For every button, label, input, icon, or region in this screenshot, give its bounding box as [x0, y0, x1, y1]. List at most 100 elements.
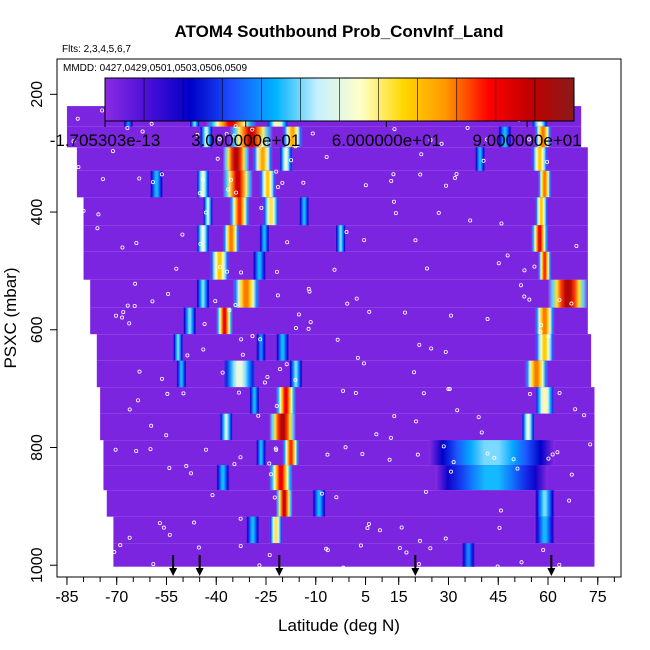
sample-marker: [274, 169, 279, 174]
sample-marker: [150, 299, 155, 304]
sample-marker: [569, 301, 574, 306]
heatmap-row-base: [96, 334, 592, 361]
sample-marker: [468, 218, 473, 223]
sample-marker: [391, 172, 396, 177]
sample-marker: [307, 289, 312, 294]
x-tick-label: 60: [539, 589, 557, 606]
sample-marker: [125, 125, 130, 130]
heatmap-band: [246, 516, 260, 544]
heatmap-row-base: [96, 360, 592, 388]
sample-marker: [280, 180, 285, 185]
sample-marker: [267, 461, 272, 466]
heatmap-band: [183, 307, 197, 335]
x-tick-label: -40: [205, 589, 228, 606]
sample-marker: [443, 536, 448, 541]
sample-marker: [195, 132, 200, 137]
sample-marker: [232, 133, 237, 138]
sample-marker: [354, 296, 359, 301]
sample-marker: [417, 538, 422, 543]
sample-marker: [198, 242, 203, 247]
sample-marker: [232, 462, 237, 467]
colorbar-tick-label: 6.000000e+01: [332, 131, 441, 150]
heatmap-band: [534, 197, 549, 226]
sample-marker: [344, 230, 349, 235]
heatmap-band: [149, 170, 164, 198]
heatmap-band: [534, 307, 555, 335]
y-tick-label: 800: [29, 434, 46, 461]
sample-marker: [423, 489, 428, 494]
sample-marker: [220, 370, 225, 375]
sample-marker: [76, 165, 81, 170]
sample-marker: [419, 152, 424, 157]
heatmap-band: [222, 360, 257, 388]
sample-marker: [532, 264, 537, 269]
heatmap-band: [262, 197, 280, 226]
heatmap-band: [534, 334, 555, 361]
heatmap-rows: [66, 93, 595, 567]
sample-marker: [81, 208, 86, 213]
heatmap-band: [229, 197, 250, 226]
sample-marker: [366, 521, 371, 526]
sample-marker: [404, 550, 409, 555]
sample-marker: [238, 516, 243, 521]
y-tick-label: 1000: [29, 547, 46, 583]
sample-marker: [497, 525, 502, 530]
sample-marker: [515, 466, 520, 471]
chart-title: ATOM4 Southbound Prob_ConvInf_Land: [175, 22, 504, 41]
sample-marker: [511, 457, 516, 462]
sample-marker: [284, 362, 289, 367]
sample-marker: [310, 131, 315, 136]
sample-marker: [527, 297, 532, 302]
sample-marker: [455, 408, 460, 413]
sample-marker: [479, 430, 484, 435]
sample-marker: [238, 455, 243, 460]
sample-marker: [265, 374, 270, 379]
sample-marker: [428, 546, 433, 551]
sample-marker: [569, 472, 574, 477]
sample-marker: [125, 303, 130, 308]
sample-marker: [213, 299, 218, 304]
colorbar-border: [104, 77, 575, 122]
sample-marker: [272, 495, 277, 500]
sample-marker: [165, 391, 170, 396]
flights-note: Flts: 2,3,4,5,6,7: [62, 44, 131, 55]
sample-marker: [149, 121, 154, 126]
sample-marker: [393, 211, 398, 216]
heatmap-band: [229, 126, 273, 148]
sample-marker: [285, 240, 290, 245]
sample-marker: [196, 545, 201, 550]
sample-marker: [293, 144, 298, 149]
sample-marker: [557, 297, 562, 302]
sample-marker: [233, 303, 238, 308]
sample-marker: [75, 116, 80, 121]
sample-marker: [167, 532, 172, 537]
sample-marker: [306, 326, 311, 331]
sample-marker: [567, 498, 572, 503]
sample-marker: [200, 177, 205, 182]
colorbar-tick-label: 9.000000e+01: [472, 131, 581, 150]
y-tick-label: 400: [29, 199, 46, 226]
sample-marker: [341, 388, 346, 393]
heatmap-row-base: [83, 251, 588, 280]
latitude-arrow-head: [195, 568, 204, 576]
sample-marker: [148, 447, 153, 452]
sample-marker: [485, 451, 490, 456]
heatmap-band: [289, 360, 303, 388]
heatmap-row-base: [83, 197, 588, 226]
latitude-arrow-head: [275, 568, 284, 576]
sample-marker: [96, 212, 101, 217]
sample-marker: [574, 243, 579, 248]
sample-marker: [451, 460, 456, 465]
heatmap-band: [435, 465, 549, 491]
sample-marker: [275, 184, 280, 189]
x-tick-label: 5: [361, 589, 370, 606]
sample-marker: [325, 452, 330, 457]
sample-marker: [151, 562, 156, 567]
x-tick-label: -70: [105, 589, 128, 606]
sample-marker: [238, 543, 243, 548]
sample-marker: [324, 154, 329, 159]
sample-marker: [265, 141, 270, 146]
plot-border: [56, 58, 622, 578]
sample-marker: [555, 450, 560, 455]
sample-marker: [120, 315, 125, 320]
